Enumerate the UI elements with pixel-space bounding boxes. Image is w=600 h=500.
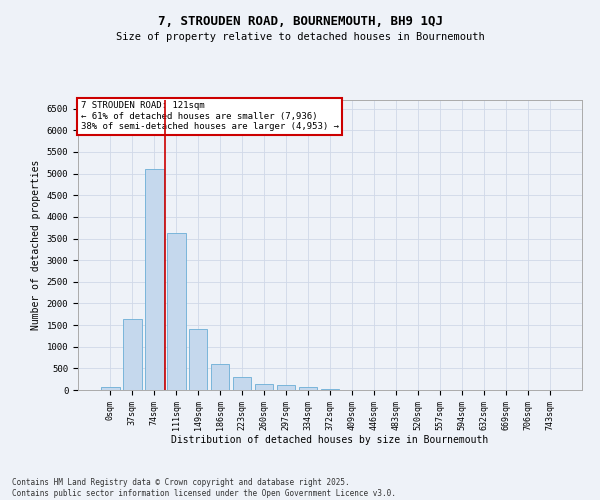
Text: 7 STROUDEN ROAD: 121sqm
← 61% of detached houses are smaller (7,936)
38% of semi: 7 STROUDEN ROAD: 121sqm ← 61% of detache… (80, 102, 338, 132)
Bar (255, 384, 274, 390)
Bar (233, 377, 251, 390)
Bar (299, 387, 317, 390)
Bar (145, 170, 164, 390)
Bar (320, 389, 340, 390)
Text: Contains HM Land Registry data © Crown copyright and database right 2025.
Contai: Contains HM Land Registry data © Crown c… (12, 478, 396, 498)
Y-axis label: Number of detached properties: Number of detached properties (31, 160, 41, 330)
Bar (211, 364, 229, 390)
Text: 7, STROUDEN ROAD, BOURNEMOUTH, BH9 1QJ: 7, STROUDEN ROAD, BOURNEMOUTH, BH9 1QJ (157, 15, 443, 28)
Text: Size of property relative to detached houses in Bournemouth: Size of property relative to detached ho… (116, 32, 484, 42)
Bar (101, 388, 119, 390)
Bar (123, 318, 142, 390)
Bar (167, 234, 185, 390)
Bar (277, 385, 295, 390)
Bar (189, 330, 208, 390)
X-axis label: Distribution of detached houses by size in Bournemouth: Distribution of detached houses by size … (172, 436, 488, 446)
